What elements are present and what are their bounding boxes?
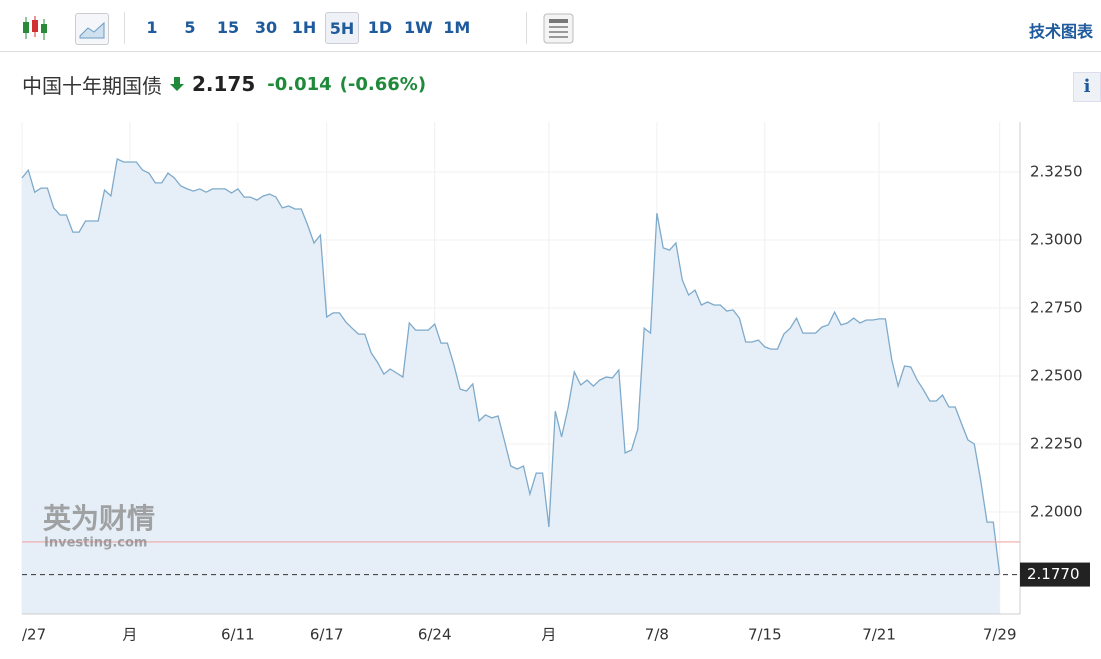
interval-button[interactable]: 15 bbox=[216, 18, 240, 37]
last-price-label: 2.1770 bbox=[1027, 565, 1080, 583]
change: -0.014 bbox=[267, 73, 332, 95]
y-tick-label: 2.2750 bbox=[1030, 299, 1083, 317]
interval-button[interactable]: 1H bbox=[291, 18, 317, 37]
last-price-box bbox=[1020, 562, 1090, 587]
quote-header: 中国十年期国债 2.175 -0.014 (-0.66%) bbox=[22, 70, 426, 98]
x-tick-label: 7/21 bbox=[862, 626, 896, 644]
interval-button[interactable]: 1M bbox=[443, 18, 471, 37]
interval-button[interactable]: 5 bbox=[184, 18, 196, 37]
candle-icon[interactable] bbox=[20, 14, 50, 44]
area bbox=[22, 159, 1000, 614]
x-tick-label: 月 bbox=[122, 626, 137, 644]
down-arrow bbox=[170, 77, 184, 91]
x-tick-label: 7/15 bbox=[748, 626, 782, 644]
watermark-brand: 英为财情 bbox=[43, 502, 155, 535]
x-tick-label: 7/29 bbox=[983, 626, 1017, 644]
x-tick-label: /27 bbox=[22, 626, 46, 644]
y-tick-label: 2.3250 bbox=[1030, 163, 1083, 181]
plot: 2.2000 2.2250 2.2500 2.2750 2.3000 2.3250/27 月… bbox=[21, 122, 1090, 644]
tech-chart-link[interactable]: 技术图表 bbox=[1028, 22, 1093, 41]
y-tick-label: 2.3000 bbox=[1030, 231, 1083, 249]
interval-button[interactable]: 1W bbox=[404, 18, 433, 37]
watermark-site: Investing.com bbox=[44, 536, 147, 551]
x-tick-label: 6/11 bbox=[221, 626, 255, 644]
change-pct: (-0.66%) bbox=[339, 73, 427, 95]
x-tick-label: 月 bbox=[541, 626, 556, 644]
y-tick-label: 2.2500 bbox=[1030, 367, 1083, 385]
y-tick-label: 2.2000 bbox=[1030, 503, 1083, 521]
toolbar: 1 5 15 30 1H 5H 1D 1W 1M 技术图表 bbox=[0, 0, 1101, 52]
x-tick-label: 6/17 bbox=[310, 626, 344, 644]
area-icon[interactable] bbox=[75, 13, 109, 45]
y-tick-label: 2.2250 bbox=[1030, 435, 1083, 453]
interval-button[interactable]: 1D bbox=[367, 18, 393, 37]
instrument-name: 中国十年期国债 bbox=[22, 73, 162, 98]
interval-button[interactable]: 1 bbox=[146, 18, 158, 37]
table-icon[interactable] bbox=[543, 13, 575, 45]
interval-button[interactable]: 5H bbox=[325, 12, 359, 44]
x-tick-label: 6/24 bbox=[418, 626, 452, 644]
x-tick-label: 7/8 bbox=[645, 626, 669, 644]
last-price: 2.175 bbox=[192, 72, 256, 96]
line bbox=[21, 158, 1001, 575]
interval-button[interactable]: 30 bbox=[254, 18, 278, 37]
